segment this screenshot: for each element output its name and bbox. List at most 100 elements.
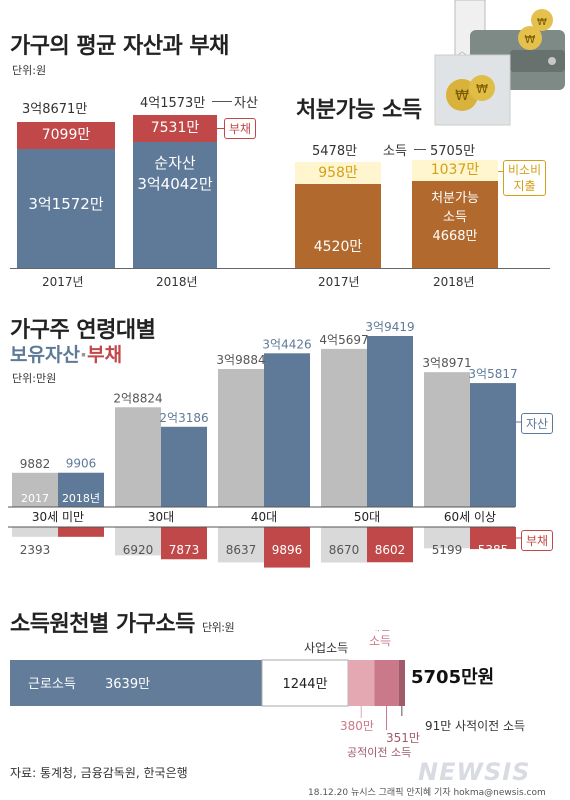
asset-label-2017-2: 3억9884 — [216, 353, 265, 367]
debt-label-2018-4: 5385 — [478, 543, 509, 557]
spend-bar-2017: 958만 — [295, 162, 381, 184]
labor-income-value: 3639만 — [105, 677, 150, 692]
year-label-2018: 2018년 — [156, 275, 198, 289]
age-chart: 9882 9906 2393 2397 30세 미만 2억8824 2억3186 6920 78… — [8, 320, 521, 568]
asset-label-2017-0: 9882 — [20, 457, 51, 471]
age-group-label-0: 30세 미만 — [32, 510, 84, 524]
debt-tag: 부채 — [521, 530, 554, 551]
subtitle-debt: 부채 — [87, 344, 123, 366]
section1-unit: 단위:원 — [12, 64, 47, 77]
asset-label-2017-1: 2억8824 — [113, 391, 162, 405]
asset-bar-2017-1 — [115, 407, 161, 507]
asset-bar-2018-1 — [161, 426, 207, 507]
asset-label-2018-1: 2억3186 — [159, 411, 208, 425]
section4-unit: 단위:원 — [202, 621, 235, 634]
spend-label-2018: 1037만 — [430, 162, 480, 178]
income-prefix: 소득 — [383, 144, 407, 159]
income-label-2017: 5478만 — [312, 144, 358, 159]
debt-label-2017-3: 8670 — [329, 543, 360, 557]
legend-debt-tag: 부채 — [224, 118, 257, 139]
subtitle-asset: 보유자산 — [10, 344, 80, 366]
section3-title: 가구주 연령대별 — [10, 318, 156, 343]
year-label-2017: 2017년 — [42, 275, 84, 289]
age-group-label-2: 40대 — [251, 510, 277, 524]
spend-leader-line — [498, 171, 504, 172]
debt-bar-2018-4 — [470, 527, 516, 550]
net-bar-2018: 순자산 3억4042만 — [133, 142, 217, 268]
income-label-2018: 5705만 — [430, 144, 476, 159]
property-income-name-2: 소득 — [369, 634, 391, 648]
asset-label-2018-4: 3억5817 — [468, 367, 517, 381]
svg-text:₩: ₩ — [455, 88, 469, 104]
debt-bar-2017-0 — [12, 527, 58, 537]
debt-bar-2018-3 — [367, 527, 413, 563]
asset-tag: 자산 — [521, 413, 554, 434]
disp-label-2017: 4520만 — [313, 239, 363, 255]
income-segment-0 — [10, 660, 262, 706]
asset-label-2018-2: 3억4426 — [262, 337, 311, 351]
debt-label-2017-0: 2393 — [20, 543, 51, 557]
disp-name-line1: 처분가능 — [431, 191, 479, 206]
asset-bar-2018-0 — [58, 472, 104, 507]
asset-label-2017-4: 3억8971 — [422, 356, 471, 370]
business-income-name: 사업소득 — [304, 641, 348, 655]
asset-bar-2018-4 — [470, 383, 516, 507]
asset-label-2018-3: 3억9419 — [365, 320, 414, 334]
debt-bar-2018-1 — [161, 527, 207, 560]
asset-bar-2017-3 — [321, 348, 367, 507]
s2-year-2017: 2017년 — [318, 275, 360, 289]
total-label-2018: 4억1573만 — [140, 96, 206, 111]
asset-bar-2018-2 — [264, 353, 310, 507]
debt-label-2018-2: 9896 — [272, 543, 303, 557]
source-note: 자료: 통계청, 금융감독원, 한국은행 — [10, 766, 188, 780]
net-name-label: 순자산 — [154, 154, 196, 172]
section1-baseline — [10, 268, 550, 269]
coin-icon: ₩ ₩ ₩ ₩ — [446, 9, 553, 111]
section3-subtitle: 보유자산·부채 — [10, 340, 122, 367]
age-group-label-4: 60세 이상 — [444, 510, 496, 524]
section2-title: 처분가능 소득 — [296, 98, 422, 123]
age-group-label-1: 30대 — [148, 510, 174, 524]
spend-tag-line2: 지출 — [513, 179, 536, 193]
business-income-value: 1244만 — [282, 677, 327, 692]
asset-label-2018-0: 9906 — [66, 457, 97, 471]
public-transfer-name: 공적이전 소득 — [347, 746, 411, 759]
spend-bar-2018: 1037만 — [412, 160, 498, 181]
debt-label-2018-3: 8602 — [375, 543, 406, 557]
newsis-logo: NEWSIS — [418, 758, 531, 786]
property-income-value: 380만 — [340, 719, 374, 733]
debt-label-2018: 7531만 — [150, 120, 200, 136]
spend-tag-line1: 비소비 — [508, 163, 542, 177]
disp-bar-2017: 4520만 — [295, 184, 381, 268]
year-tag-2017: 2017 — [21, 492, 49, 505]
debt-label-2017-2: 8637 — [226, 543, 257, 557]
public-transfer-value: 351만 — [386, 731, 420, 745]
section3-unit: 단위:만원 — [12, 372, 57, 385]
age-group-label-3: 50대 — [354, 510, 380, 524]
debt-bar-2018-0 — [58, 527, 104, 537]
s2-year-2018: 2018년 — [433, 275, 475, 289]
spend-tag: 비소비 지출 — [503, 160, 547, 196]
section4-title: 소득원천별 가구소득 단위:원 — [10, 606, 235, 638]
income-segment-1 — [261, 659, 349, 707]
income-leader-line — [414, 149, 426, 150]
debt-label-2017-4: 5199 — [432, 543, 463, 557]
private-transfer-name: 사적이전 소득 — [455, 719, 525, 733]
svg-text:₩: ₩ — [525, 33, 536, 46]
net-bar-2017: 3억1572만 — [17, 149, 115, 268]
money-illustration: ₩ ₩ ₩ ₩ — [434, 0, 565, 126]
svg-text:₩: ₩ — [537, 17, 547, 28]
debt-bar-2017-3 — [321, 527, 367, 563]
section1-title: 가구의 평균 자산과 부채 — [10, 34, 229, 59]
debt-bar-2018-2 — [264, 527, 310, 568]
disp-name-line2: 소득 — [443, 210, 467, 225]
disp-bar-2018: 처분가능 소득 4668만 — [412, 181, 498, 268]
debt-bar-2017-2 — [218, 527, 264, 563]
debt-leader-line — [217, 128, 225, 129]
asset-leader-line — [212, 101, 232, 102]
subtitle-sep: · — [79, 344, 88, 366]
debt-label-2017-1: 6920 — [123, 543, 154, 557]
asset-bar-2018-3 — [367, 336, 413, 507]
debt-bar-2017: 7099만 — [17, 122, 115, 149]
